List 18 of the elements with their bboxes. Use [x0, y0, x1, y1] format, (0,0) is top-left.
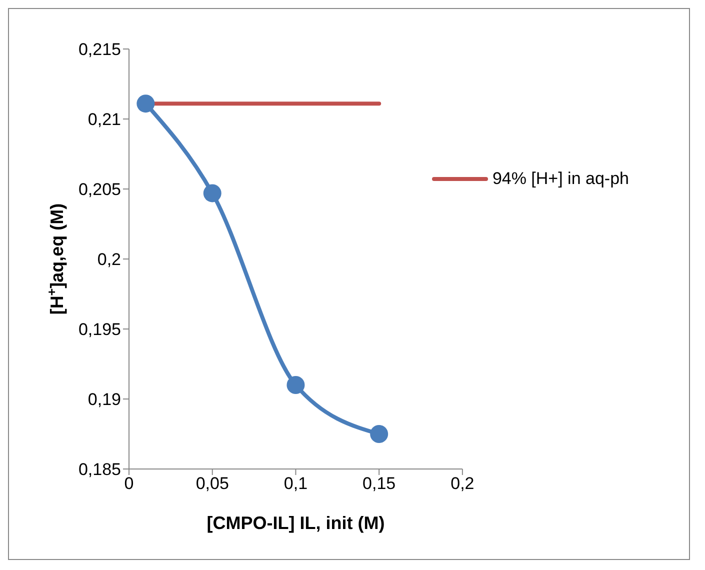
x-tick-label: 0,2 — [450, 474, 474, 494]
y-tick-label: 0,195 — [78, 320, 121, 340]
point — [136, 94, 155, 113]
point — [203, 184, 222, 202]
x-tick-label: 0,1 — [284, 474, 308, 494]
y-tick-label: 0,2 — [97, 250, 121, 270]
y-tick-label: 0,185 — [78, 460, 121, 480]
y-tick-label: 0,21 — [88, 110, 121, 130]
x-tick-label: 0,15 — [362, 474, 396, 494]
y-tick-label: 0,205 — [78, 180, 121, 200]
point — [286, 376, 305, 394]
x-tick-label: 0,05 — [196, 474, 229, 494]
x-axis-title: [CMPO-IL] IL, init (M) — [206, 513, 385, 533]
point — [370, 425, 388, 443]
y-tick-label: 0,19 — [88, 390, 121, 410]
x-tick-label: 0 — [124, 474, 134, 494]
legend-label: 94% [H+] in aq-ph — [492, 169, 629, 189]
y-tick-label: 0,215 — [78, 40, 121, 60]
